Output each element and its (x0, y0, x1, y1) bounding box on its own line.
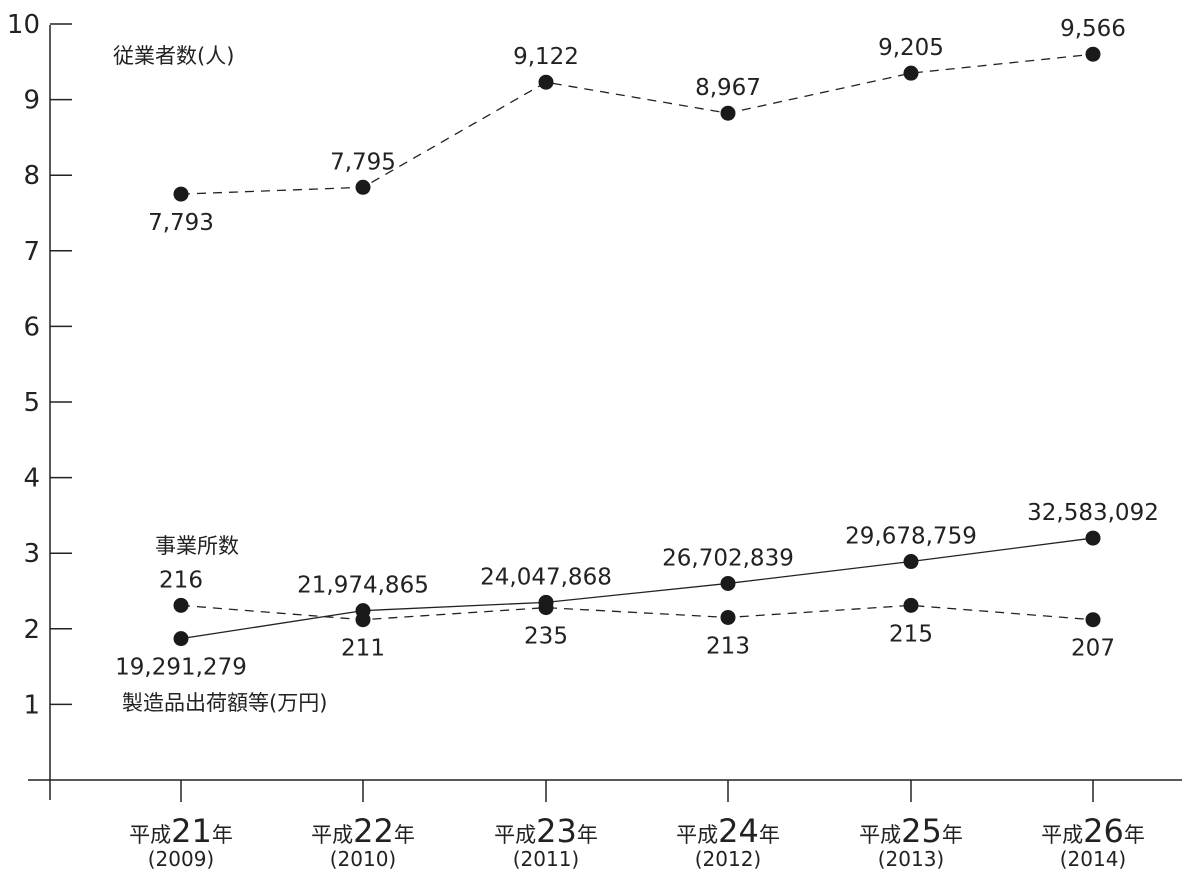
data-label: 19,291,279 (115, 655, 247, 681)
data-label: 24,047,868 (480, 564, 612, 590)
era-label: 平成 (676, 823, 718, 847)
y-tick-label: 4 (23, 464, 40, 494)
data-label: 26,702,839 (662, 545, 794, 571)
year-suffix: 年 (759, 823, 780, 847)
data-label: 213 (706, 633, 750, 659)
data-label: 29,678,759 (845, 524, 977, 550)
data-label: 211 (341, 636, 385, 662)
x-ticks: 平成21年(2009)平成22年(2010)平成23年(2011)平成24年(2… (129, 780, 1145, 871)
data-point (355, 603, 371, 619)
x-tick-label: 平成22年 (311, 812, 415, 850)
y-tick-label: 1 (23, 690, 40, 720)
y-tick-label: 2 (23, 615, 40, 645)
data-label: 7,793 (148, 210, 214, 236)
data-label: 21,974,865 (297, 573, 429, 599)
data-point (903, 597, 919, 613)
data-label: 9,205 (878, 35, 944, 61)
year-suffix: 年 (577, 823, 598, 847)
year-suffix: 年 (394, 823, 415, 847)
gregorian-year-label: (2009) (148, 847, 215, 871)
x-tick-label: 平成21年 (129, 812, 233, 850)
year-number: 22 (353, 812, 394, 850)
series-line (180, 537, 1094, 640)
axes (28, 25, 1182, 800)
data-label: 9,566 (1060, 16, 1126, 42)
series-line (180, 53, 1094, 195)
gregorian-year-label: (2010) (330, 847, 397, 871)
y-tick-label: 9 (23, 86, 40, 116)
data-point (720, 575, 736, 591)
data-point (720, 105, 736, 121)
y-tick-label: 6 (23, 312, 40, 342)
gregorian-year-label: (2013) (878, 847, 945, 871)
data-point (1085, 612, 1101, 628)
year-suffix: 年 (942, 823, 963, 847)
gregorian-year-label: (2014) (1060, 847, 1127, 871)
y-tick-label: 10 (7, 10, 40, 40)
data-label: 32,583,092 (1027, 500, 1159, 526)
era-label: 平成 (494, 823, 536, 847)
gregorian-year-label: (2011) (513, 847, 580, 871)
data-labels: 7,793 7,795 9,122 8,967 9,205 9,566 216 211 235 2… (115, 16, 1159, 680)
x-tick-label: 平成26年 (1041, 812, 1145, 850)
data-label: 7,795 (330, 149, 396, 175)
gregorian-year-label: (2012) (695, 847, 762, 871)
x-tick-label: 平成23年 (494, 812, 598, 850)
y-tick-label: 3 (23, 539, 40, 569)
data-point (173, 631, 189, 647)
data-point (173, 186, 189, 202)
data-point (355, 179, 371, 195)
x-tick-label: 平成24年 (676, 812, 780, 850)
series-title: 製造品出荷額等(万円) (122, 691, 327, 715)
data-point (173, 597, 189, 613)
data-point (538, 594, 554, 610)
data-point (720, 609, 736, 625)
y-ticks: 1 2 3 4 5 6 7 8 9 10 (7, 10, 72, 720)
series-points (173, 46, 1101, 647)
series-line (180, 604, 1094, 621)
year-suffix: 年 (1124, 823, 1145, 847)
data-label: 207 (1071, 636, 1115, 662)
year-number: 24 (718, 812, 759, 850)
data-point (538, 74, 554, 90)
era-label: 平成 (859, 823, 901, 847)
series-title: 従業者数(人) (113, 44, 234, 68)
year-number: 25 (901, 812, 942, 850)
data-point (903, 554, 919, 570)
data-label: 216 (159, 567, 203, 593)
series-lines (180, 53, 1094, 640)
era-label: 平成 (129, 823, 171, 847)
year-number: 26 (1083, 812, 1124, 850)
year-number: 23 (536, 812, 577, 850)
data-point (1085, 46, 1101, 62)
data-label: 235 (524, 624, 568, 650)
era-label: 平成 (1041, 823, 1083, 847)
era-label: 平成 (311, 823, 353, 847)
year-number: 21 (171, 812, 212, 850)
y-tick-label: 8 (23, 161, 40, 191)
y-tick-label: 7 (23, 237, 40, 267)
data-point (903, 65, 919, 81)
data-point (1085, 530, 1101, 546)
y-tick-label: 5 (23, 388, 40, 418)
x-tick-label: 平成25年 (859, 812, 963, 850)
data-label: 8,967 (695, 75, 761, 101)
series-title: 事業所数 (155, 534, 239, 558)
year-suffix: 年 (212, 823, 233, 847)
data-label: 215 (889, 621, 933, 647)
data-label: 9,122 (513, 44, 579, 70)
